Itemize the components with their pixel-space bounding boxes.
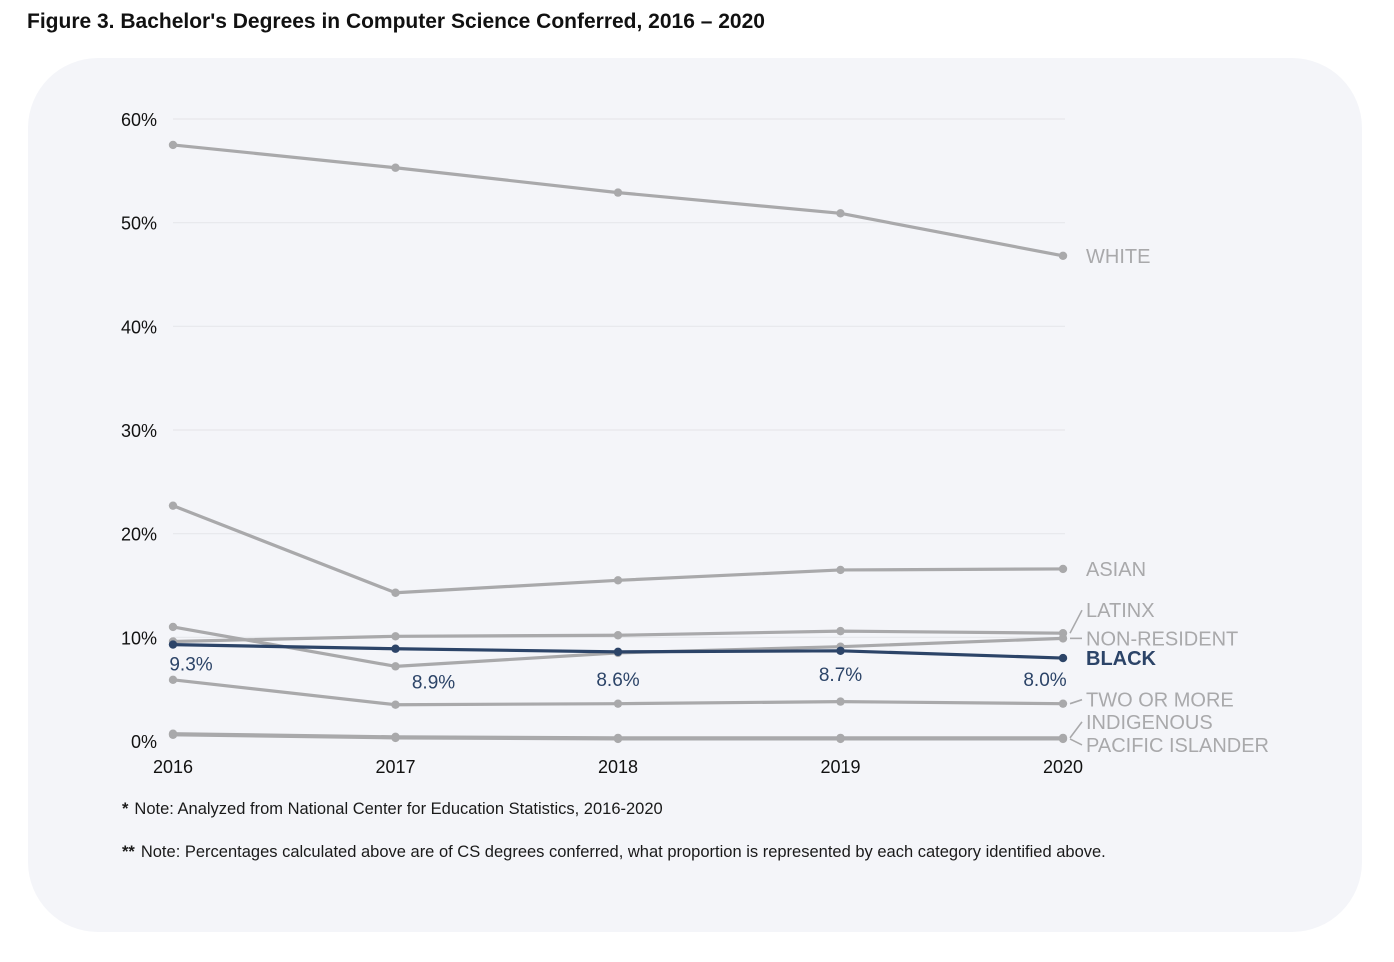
y-tick-label: 0% — [131, 732, 157, 752]
data-point-non-resident — [1058, 634, 1068, 643]
data-label: 8.6% — [596, 670, 639, 691]
data-point-pacific-islander — [168, 730, 178, 739]
data-point-asian — [613, 576, 623, 585]
data-label: 8.0% — [1023, 670, 1066, 691]
footnote-mark: * — [122, 800, 129, 818]
data-point-pacific-islander — [613, 734, 623, 744]
data-point-two-or-more — [613, 699, 623, 708]
data-point-two-or-more — [836, 697, 845, 706]
data-point-latinx — [613, 631, 623, 640]
y-tick-label: 60% — [121, 110, 157, 130]
leader-line — [1069, 738, 1083, 746]
leader-line — [1069, 698, 1083, 705]
series-label-white: WHITE — [1086, 246, 1150, 268]
y-tick-label: 20% — [121, 525, 157, 545]
data-label: 9.3% — [169, 655, 212, 676]
data-point-latinx — [391, 632, 400, 641]
data-point-asian — [391, 588, 400, 597]
series-label-asian: ASIAN — [1086, 559, 1146, 581]
footnote-text: Note: Analyzed from National Center for … — [134, 800, 663, 818]
data-point-latinx — [836, 626, 845, 636]
data-point-pacific-islander — [1058, 734, 1068, 744]
data-point-pacific-islander — [836, 734, 845, 744]
series-label-indigenous: INDIGENOUS — [1086, 712, 1213, 734]
data-point-black — [836, 646, 845, 656]
series-label-black: BLACK — [1086, 648, 1157, 670]
data-point-white — [836, 209, 845, 218]
x-tick-label: 2016 — [153, 757, 193, 777]
data-point-two-or-more — [391, 700, 400, 709]
data-point-white — [613, 188, 623, 197]
footnote-source: * Note: Analyzed from National Center for… — [122, 800, 663, 819]
data-point-asian — [168, 501, 178, 510]
data-point-non-resident — [168, 622, 178, 632]
x-tick-label: 2017 — [375, 757, 415, 777]
x-tick-label: 2019 — [820, 757, 860, 777]
y-tick-label: 10% — [121, 628, 157, 648]
data-point-pacific-islander — [391, 733, 400, 743]
data-label: 8.7% — [819, 665, 862, 686]
leader-line — [1069, 721, 1083, 739]
series-label-two-or-more: TWO OR MORE — [1086, 690, 1234, 712]
footnote-mark: ** — [122, 843, 135, 861]
data-point-black — [391, 644, 400, 653]
data-point-white — [391, 163, 400, 172]
data-point-black — [1058, 653, 1068, 663]
y-tick-label: 50% — [121, 214, 157, 234]
data-point-white — [168, 140, 178, 150]
data-label: 8.9% — [412, 673, 455, 694]
data-point-black — [613, 647, 623, 657]
y-tick-label: 30% — [121, 421, 157, 441]
footnote-method: ** Note: Percentages calculated above are… — [122, 843, 1106, 862]
footnote-text: Note: Percentages calculated above are o… — [140, 843, 1106, 861]
data-point-black — [168, 640, 178, 649]
figure-title: Figure 3. Bachelor's Degrees in Computer… — [27, 10, 765, 33]
data-point-white — [1058, 251, 1068, 261]
leader-line — [1069, 609, 1083, 634]
chart-card — [28, 58, 1362, 932]
data-point-asian — [836, 565, 845, 575]
data-point-asian — [1058, 564, 1068, 574]
y-tick-label: 40% — [121, 317, 157, 337]
data-point-two-or-more — [1058, 699, 1068, 708]
series-label-latinx: LATINX — [1086, 600, 1155, 622]
x-tick-label: 2018 — [598, 757, 638, 777]
x-tick-label: 2020 — [1043, 757, 1083, 777]
series-line-white — [171, 143, 1065, 258]
data-point-non-resident — [391, 662, 400, 671]
series-label-pacific-islander: PACIFIC ISLANDER — [1086, 735, 1269, 757]
series-label-non-resident: NON-RESIDENT — [1086, 628, 1238, 650]
data-point-two-or-more — [168, 675, 178, 685]
